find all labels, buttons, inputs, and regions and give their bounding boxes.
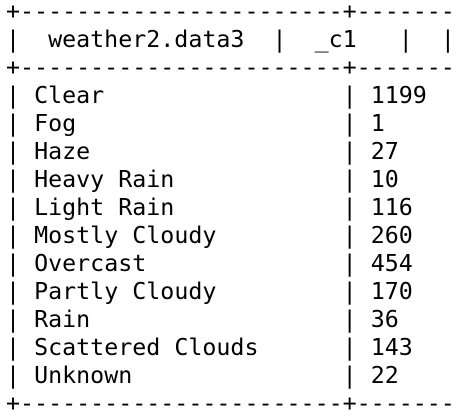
cell-condition: Scattered Clouds bbox=[34, 334, 259, 361]
table-row: | Fog | 1 | bbox=[6, 110, 385, 137]
terminal-output: +-----------------------+--------+--+ | … bbox=[6, 0, 458, 418]
table-row: | Clear | 1199 | bbox=[6, 82, 427, 109]
header-c1: _c1 bbox=[314, 26, 357, 53]
cell-condition: Overcast bbox=[34, 250, 147, 277]
cell-condition: Mostly Cloudy bbox=[34, 222, 217, 249]
cell-count: 22 bbox=[370, 362, 399, 389]
table-row: | Scattered Clouds | 143 | bbox=[6, 334, 413, 361]
table-row: | Heavy Rain | 10 | bbox=[6, 166, 399, 193]
cell-condition: Unknown bbox=[34, 362, 133, 389]
cell-count: 454 bbox=[370, 250, 413, 277]
table-row: | Rain | 36 | bbox=[6, 306, 399, 333]
cell-count: 27 bbox=[370, 138, 399, 165]
cell-condition: Partly Cloudy bbox=[34, 278, 217, 305]
table-header-row: | weather2.data3 | _c1 | | bbox=[6, 26, 455, 53]
cell-condition: Heavy Rain bbox=[34, 166, 175, 193]
cell-count: 170 bbox=[370, 278, 413, 305]
cell-count: 1199 bbox=[370, 82, 427, 109]
header-weather2-data3: weather2.data3 bbox=[48, 26, 245, 53]
table-row: | Overcast | 454 | bbox=[6, 250, 413, 277]
table-body: | Clear | 1199 | | Fog | 1 | | Haze | 27… bbox=[6, 82, 458, 390]
table-row: | Unknown | 22 | bbox=[6, 362, 399, 389]
cell-count: 1 bbox=[370, 110, 385, 137]
table-top-border: +-----------------------+--------+--+ bbox=[6, 0, 458, 25]
cell-count: 116 bbox=[370, 194, 413, 221]
table-row: | Light Rain | 116 | bbox=[6, 194, 413, 221]
cell-condition: Fog bbox=[34, 110, 77, 137]
table-bottom-border: +-----------------------+--------+--+ bbox=[6, 390, 458, 417]
cell-count: 260 bbox=[370, 222, 413, 249]
cell-condition: Haze bbox=[34, 138, 91, 165]
cell-count: 36 bbox=[370, 306, 399, 333]
cell-condition: Rain bbox=[34, 306, 91, 333]
cell-count: 10 bbox=[370, 166, 399, 193]
cell-count: 143 bbox=[370, 334, 413, 361]
table-row: | Haze | 27 | bbox=[6, 138, 399, 165]
table-header-border: +-----------------------+--------+--+ bbox=[6, 54, 458, 81]
cell-condition: Light Rain bbox=[34, 194, 175, 221]
cell-condition: Clear bbox=[34, 82, 105, 109]
table-row: | Partly Cloudy | 170 | bbox=[6, 278, 413, 305]
table-row: | Mostly Cloudy | 260 | bbox=[6, 222, 413, 249]
